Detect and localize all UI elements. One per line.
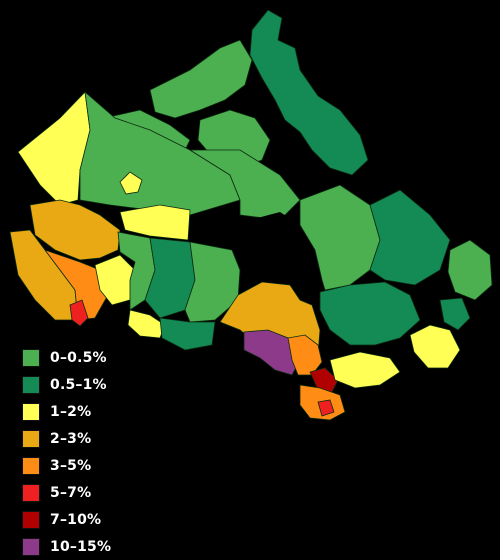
legend-item: 0–0.5%: [22, 344, 172, 371]
region-maritimes: [409, 324, 461, 369]
legend-item: 1–2%: [22, 398, 172, 425]
hudson-bay: [232, 212, 322, 305]
northern-mainland: [17, 91, 301, 241]
region-bc-red: [69, 299, 89, 327]
legend-swatch: [22, 510, 40, 529]
region-bc-interior: [43, 249, 109, 321]
region-yellow-spot: [119, 171, 143, 195]
legend-label: 1–2%: [50, 403, 92, 420]
region-baffin: [249, 9, 369, 176]
region-ontario-south-yellow: [329, 351, 401, 389]
legend-label: 3–5%: [50, 457, 92, 474]
region-maritimes-green: [439, 297, 471, 331]
region-labrador: [369, 189, 451, 286]
legend-item: 5–7%: [22, 479, 172, 506]
legend-swatch: [22, 375, 40, 394]
region-manitoba: [184, 241, 241, 323]
region-ontario-red: [309, 367, 339, 393]
legend-swatch: [22, 456, 40, 475]
region-bc-north: [29, 199, 121, 261]
legend-label: 0.5–1%: [50, 376, 107, 393]
region-prairie-yellow: [127, 309, 166, 339]
region-nwt-south-yellow: [119, 204, 191, 241]
legend-item: 7–10%: [22, 506, 172, 533]
legend-label: 2–3%: [50, 430, 92, 447]
ontario-regions: [219, 281, 401, 421]
legend-label: 0–0.5%: [50, 349, 107, 366]
region-quebec-south: [319, 281, 421, 346]
legend-label: 5–7%: [50, 484, 92, 501]
region-prairie-south: [159, 317, 216, 351]
legend-swatch: [22, 429, 40, 448]
region-north-islands: [149, 39, 253, 119]
legend-swatch: [22, 483, 40, 502]
legend-item: 3–5%: [22, 452, 172, 479]
map-legend: 0–0.5% 0.5–1% 1–2% 2–3% 3–5% 5–7% 7–10% 10–15%: [22, 344, 172, 560]
region-ontario-purple: [243, 329, 301, 376]
western-regions: [9, 199, 241, 351]
legend-item: 10–15%: [22, 533, 172, 560]
region-ontario-orange: [287, 334, 323, 376]
legend-swatch: [22, 402, 40, 421]
legend-label: 10–15%: [50, 538, 112, 555]
legend-swatch: [22, 348, 40, 367]
legend-item: 2–3%: [22, 425, 172, 452]
legend-swatch: [22, 537, 40, 556]
eastern-regions: [299, 184, 493, 369]
legend-item: 0.5–1%: [22, 371, 172, 398]
region-newfoundland: [447, 239, 493, 301]
legend-label: 7–10%: [50, 511, 102, 528]
region-toronto: [317, 399, 335, 417]
region-yukon: [17, 91, 91, 206]
